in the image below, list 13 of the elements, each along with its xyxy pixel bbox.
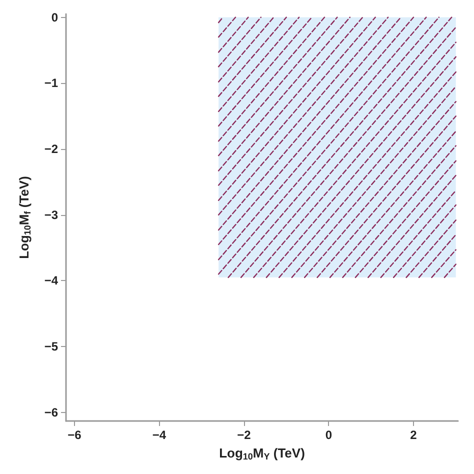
- y-tick-label: −5: [44, 340, 58, 354]
- y-tick-label: −1: [44, 76, 58, 90]
- y-tick-label: −6: [44, 405, 58, 420]
- x-tick-label: −6: [68, 428, 82, 442]
- y-tick-label: −4: [44, 274, 58, 288]
- x-tick-label: 2: [410, 428, 418, 442]
- x-tick-label: −2: [237, 428, 252, 442]
- y-axis-title: Log10Mf (TeV): [16, 176, 32, 259]
- x-tick-label: 0: [325, 428, 332, 442]
- y-tick-label: −3: [44, 208, 58, 222]
- y-tick-label: −2: [44, 142, 58, 156]
- x-tick-label: −4: [152, 428, 166, 442]
- y-tick-label: 0: [51, 10, 58, 24]
